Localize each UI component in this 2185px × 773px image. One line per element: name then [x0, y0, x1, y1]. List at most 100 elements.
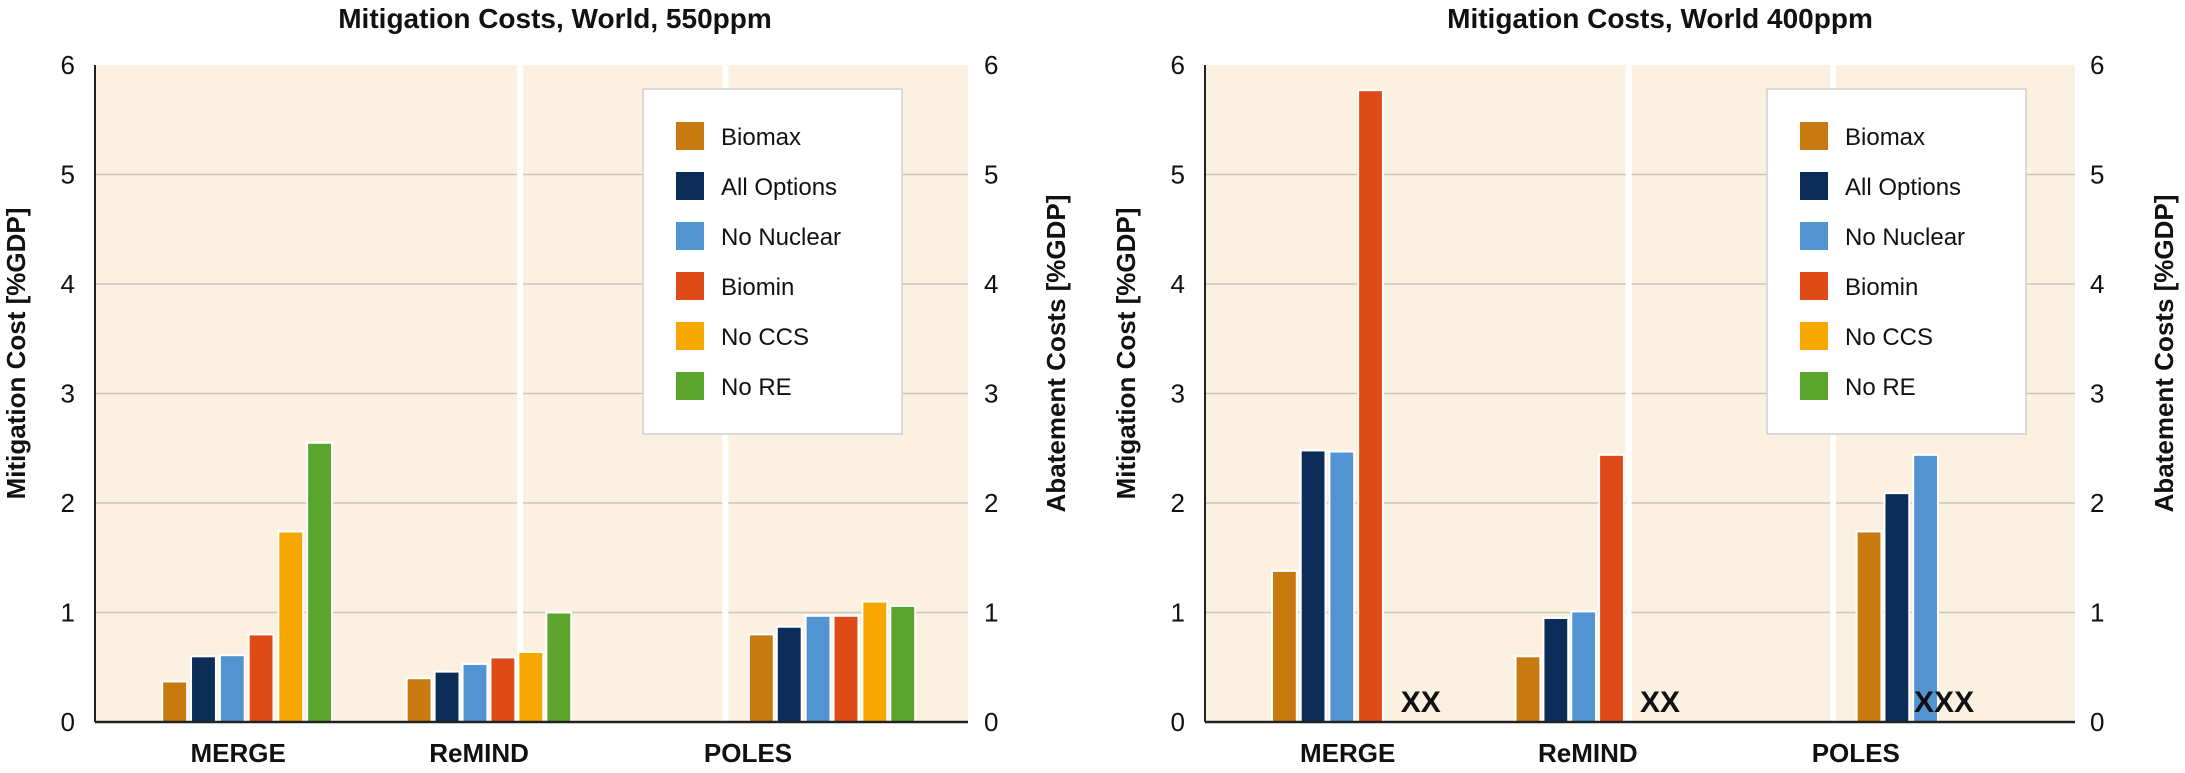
bar-all-options-poles: [1883, 492, 1911, 723]
bar-biomin-poles: [832, 614, 860, 723]
x-category-label: ReMIND: [429, 738, 529, 768]
bar-no-nuclear-remind: [461, 662, 489, 724]
bar-no-re-poles: [889, 604, 917, 723]
legend-swatch: [1800, 122, 1828, 150]
bar-biomin-merge: [1357, 89, 1384, 723]
y-tick-label-left: 3: [61, 379, 75, 409]
bar-biomin-remind: [489, 656, 517, 724]
y-tick-label-right: 2: [2090, 488, 2104, 518]
bar-no-ccs-remind: [517, 650, 545, 723]
y-tick-label-left: 3: [1171, 379, 1185, 409]
y-tick-label-right: 3: [984, 379, 998, 409]
missing-data-marker: XX: [1640, 686, 1680, 719]
y-tick-label-left: 5: [1171, 160, 1185, 190]
bar-all-options-merge: [190, 655, 217, 723]
legend-swatch: [1800, 372, 1828, 400]
bar-biomax-remind: [405, 677, 433, 724]
legend-label: All Options: [1845, 174, 1961, 201]
legend-label: No RE: [1845, 374, 1916, 401]
y-tick-label-right: 5: [984, 160, 998, 190]
bar-no-nuclear-remind: [1570, 610, 1598, 724]
y-tick-label-right: 4: [984, 269, 998, 299]
bar-biomax-poles: [1855, 530, 1883, 723]
y-tick-label-left: 1: [1171, 598, 1185, 628]
missing-data-marker: XXX: [1914, 686, 1974, 719]
bar-all-options-remind: [433, 670, 461, 724]
y-tick-label-right: 0: [2090, 707, 2104, 737]
bar-no-nuclear-merge: [218, 654, 246, 724]
legend: Biomax All Options No Nuclear Biomin No CCS N…: [642, 88, 903, 435]
y-tick-label-right: 6: [984, 50, 998, 80]
legend-swatch: [1800, 322, 1828, 350]
bar-biomax-remind: [1514, 655, 1542, 723]
y-tick-label-right: 3: [2090, 379, 2104, 409]
x-category-label: MERGE: [191, 738, 286, 768]
bar-no-nuclear-poles: [1912, 453, 1939, 723]
legend-label: Biomin: [1845, 274, 1918, 301]
y-tick-label-left: 4: [61, 269, 75, 299]
y-tick-label-left: 6: [61, 50, 75, 80]
bar-all-options-merge: [1299, 449, 1327, 723]
y-tick-label-right: 6: [2090, 50, 2104, 80]
panel-divider: [1625, 65, 1632, 722]
y-tick-label-right: 2: [984, 488, 998, 518]
y-tick-label-left: 2: [61, 488, 75, 518]
bar-biomax-poles: [747, 633, 775, 724]
bar-no-re-remind: [545, 611, 573, 723]
x-category-label: MERGE: [1300, 738, 1395, 768]
x-category-label: POLES: [704, 738, 792, 768]
legend-label: Biomax: [721, 124, 801, 151]
y-tick-label-right: 4: [2090, 269, 2104, 299]
legend-swatch: [676, 172, 704, 200]
y-axis-title-right: Abatement Costs [%GDP]: [2149, 195, 2179, 513]
legend-swatch: [1800, 222, 1828, 250]
y-tick-label-left: 0: [1171, 707, 1185, 737]
legend-label: No Nuclear: [721, 224, 841, 251]
bar-biomax-merge: [161, 680, 189, 723]
legend: Biomax All Options No Nuclear Biomin No CCS N…: [1766, 88, 2027, 435]
y-tick-label-left: 0: [61, 707, 75, 737]
legend-label: Biomax: [1845, 124, 1925, 151]
legend-label: No CCS: [721, 324, 809, 351]
y-tick-label-right: 1: [2090, 598, 2104, 628]
chart-1: 0 0 1 1 2 2 3 3 4 4 5 5 6 6 MERGE ReMIND POLES Mitigation…: [1, 3, 1071, 768]
bar-biomin-merge: [247, 633, 275, 724]
legend-swatch: [676, 372, 704, 400]
legend-swatch: [1800, 272, 1828, 300]
legend-label: No RE: [721, 374, 792, 401]
x-category-label: ReMIND: [1538, 738, 1638, 768]
legend-swatch: [676, 222, 704, 250]
chart-title: Mitigation Costs, World, 550ppm: [338, 3, 772, 34]
y-tick-label-left: 4: [1171, 269, 1185, 299]
legend-swatch: [676, 122, 704, 150]
legend-label: No Nuclear: [1845, 224, 1965, 251]
y-tick-label-right: 1: [984, 598, 998, 628]
bar-no-nuclear-merge: [1328, 450, 1356, 723]
y-tick-label-right: 5: [2090, 160, 2104, 190]
y-axis-title-right: Abatement Costs [%GDP]: [1041, 195, 1071, 513]
bar-no-re-merge: [306, 441, 334, 723]
panel-divider: [517, 65, 524, 722]
legend-swatch: [1800, 172, 1828, 200]
legend-swatch: [676, 322, 704, 350]
bar-biomin-remind: [1598, 453, 1625, 723]
bar-biomax-merge: [1270, 569, 1298, 724]
y-tick-label-left: 2: [1171, 488, 1185, 518]
bar-no-ccs-merge: [277, 530, 305, 723]
y-axis-title-left: Mitigation Cost [%GDP]: [1, 208, 31, 500]
y-tick-label-left: 5: [61, 160, 75, 190]
bar-no-nuclear-poles: [804, 614, 832, 723]
legend-swatch: [676, 272, 704, 300]
x-category-label: POLES: [1812, 738, 1900, 768]
y-tick-label-left: 1: [61, 598, 75, 628]
legend-label: Biomin: [721, 274, 794, 301]
legend-label: All Options: [721, 174, 837, 201]
bar-no-ccs-poles: [861, 600, 889, 723]
legend-label: No CCS: [1845, 324, 1933, 351]
missing-data-marker: XX: [1401, 686, 1441, 719]
y-axis-title-left: Mitigation Cost [%GDP]: [1111, 208, 1141, 500]
bar-all-options-poles: [775, 625, 803, 723]
